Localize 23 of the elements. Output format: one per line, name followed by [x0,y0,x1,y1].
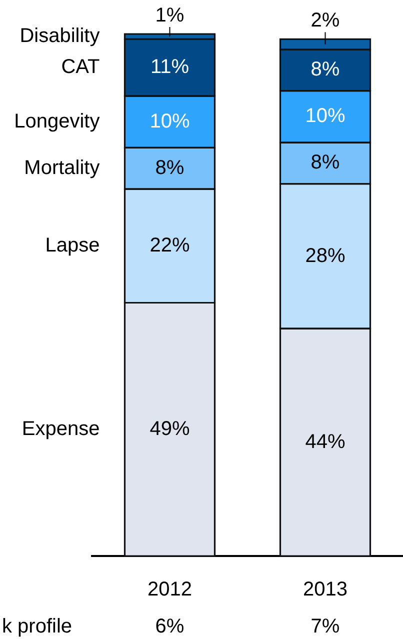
data-label: 8% [155,156,184,179]
series-label: Longevity [14,110,100,132]
text: k profile [2,616,72,638]
series-label: Lapse [45,234,100,256]
data-label: 44% [305,430,346,453]
series-label: Mortality [24,156,100,179]
data-label: 11% [150,56,190,78]
text: 6% [155,616,184,638]
x-tick-label: 2012 [148,578,192,601]
data-label: 22% [150,234,190,256]
data-label: 49% [150,418,190,440]
data-label: 28% [305,244,346,267]
series-label: CAT [61,56,100,78]
series-label: Disability [20,25,100,48]
text: 7% [310,616,340,638]
data-label: 8% [310,152,340,174]
data-label: 8% [310,58,340,81]
data-label: 10% [305,105,346,128]
x-tick-label: 2013 [303,578,348,601]
data-label: 10% [150,110,190,132]
series-label: Expense [22,418,100,440]
data-label: 1% [155,4,184,27]
data-label: 2% [310,10,340,32]
